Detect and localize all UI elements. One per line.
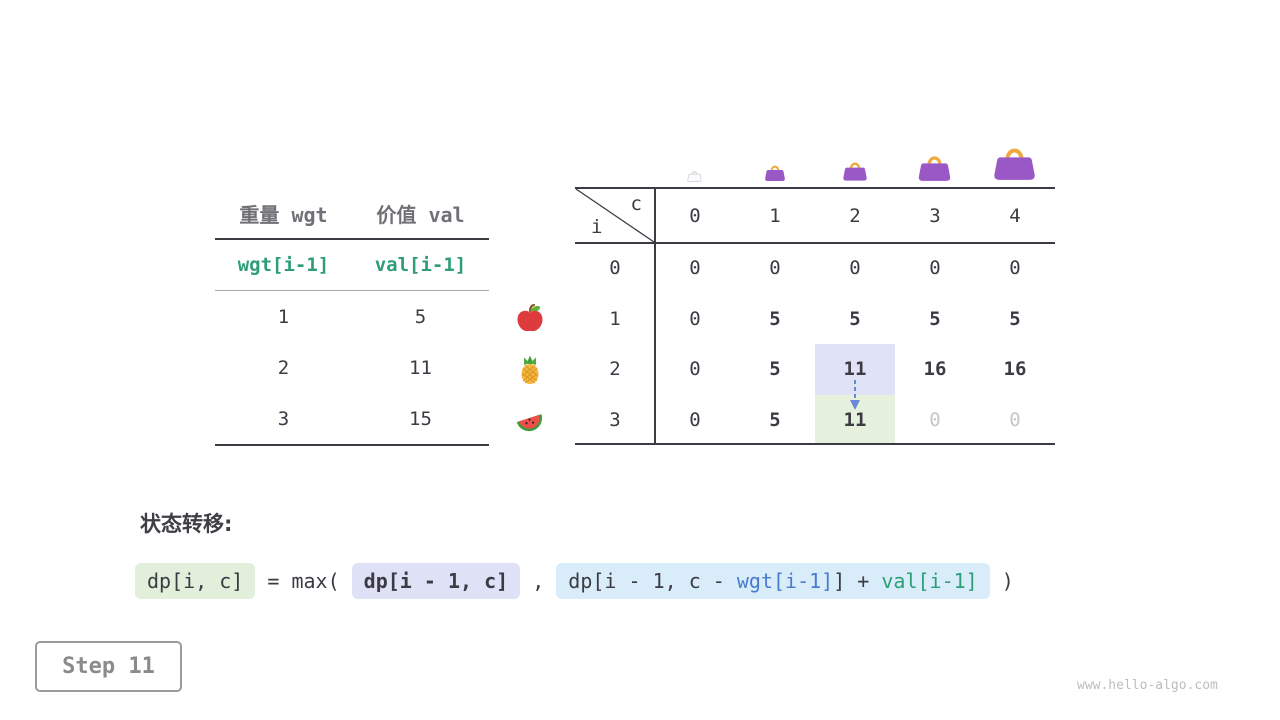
weights-table-header-row: 重量 wgt 价值 val: [215, 188, 489, 238]
row-header-3: 3: [609, 408, 621, 431]
dp-cell-3-3: 0: [929, 408, 941, 431]
formula-keep-option-chip: dp[i - 1, c]: [351, 563, 521, 599]
dp-cell-0-1: 0: [769, 257, 781, 280]
apple-icon: [514, 302, 546, 334]
value-column-header: 价值 val: [376, 202, 465, 227]
dp-table-bottom-border: [575, 443, 1055, 445]
state-transition-label: 状态转移:: [140, 512, 233, 536]
item-row-3: 3 15: [215, 393, 489, 444]
bag-icon-capacity-4: [992, 139, 1037, 182]
col-header-3: 3: [929, 204, 941, 227]
value-subheader: val[i-1]: [374, 254, 467, 276]
col-header-1: 1: [769, 204, 781, 227]
item-1-weight: 1: [277, 305, 290, 328]
weights-values-table: 重量 wgt 价值 val wgt[i-1] val[i-1] 1 5 2 11…: [215, 188, 489, 446]
dp-cell-2-0: 0: [689, 358, 701, 381]
dp-table-top-border: [575, 187, 1055, 189]
dp-cell-3-4: 0: [1009, 408, 1021, 431]
transition-arrow-icon: [850, 380, 860, 410]
dp-cell-2-3: 16: [923, 358, 947, 381]
pineapple-icon: [514, 354, 546, 386]
item-row-1: 1 5: [215, 291, 489, 342]
watermark-url: www.hello-algo.com: [1077, 678, 1218, 693]
formula-close-paren: ): [989, 569, 1014, 593]
row-header-1: 1: [609, 307, 621, 330]
item-variable-label: i: [591, 216, 603, 238]
item-1-value: 5: [414, 305, 427, 328]
dp-table-header-border: [575, 242, 1055, 244]
bag-icon-capacity-2: [842, 157, 868, 182]
dp-cell-2-2-source-highlight: 11: [815, 344, 895, 395]
weight-column-header: 重量 wgt: [239, 202, 328, 227]
item-3-value: 15: [409, 407, 432, 430]
watermelon-icon: [514, 405, 546, 437]
col-header-0: 0: [689, 204, 701, 227]
dp-cell-1-2: 5: [849, 307, 861, 330]
dp-cell-0-2: 0: [849, 257, 861, 280]
dp-row-i1: 1 0 5 5 5 5: [575, 294, 1055, 345]
dp-cell-3-1: 5: [769, 408, 781, 431]
take-val-term: val[i-1]: [881, 569, 978, 593]
formula-take-option-chip: dp[i - 1, c - wgt[i-1]] + val[i-1]: [556, 563, 990, 599]
dp-cell-2-4: 16: [1003, 358, 1027, 381]
dp-cell-0-3: 0: [929, 257, 941, 280]
bag-icon-capacity-1: [764, 161, 786, 182]
capacity-bags-row: [575, 126, 1055, 186]
capacity-variable-label: c: [630, 193, 642, 215]
dp-cell-2-1: 5: [769, 358, 781, 381]
dp-row-i3: 3 0 5 11 0 0: [575, 394, 1055, 445]
table-divider: [215, 444, 489, 446]
dp-table-vertical-border: [654, 188, 656, 445]
formula-lhs-chip: dp[i, c]: [135, 563, 256, 599]
formula-comma: ,: [520, 569, 557, 593]
dp-cell-1-0: 0: [689, 307, 701, 330]
formula-equals-max: = max(: [255, 569, 352, 593]
state-transition-formula: dp[i, c] = max( dp[i - 1, c] , dp[i - 1,…: [135, 558, 1014, 604]
dp-corner-cell: c i: [575, 188, 655, 243]
dp-cell-3-0: 0: [689, 408, 701, 431]
take-wgt-term: wgt[i-1]: [736, 569, 834, 593]
weights-table-subheader-row: wgt[i-1] val[i-1]: [215, 240, 489, 290]
row-header-0: 0: [609, 257, 621, 280]
col-header-4: 4: [1009, 204, 1021, 227]
corner-diagonal-line: [575, 188, 655, 243]
item-row-2: 2 11: [215, 342, 489, 393]
dp-cell-1-3: 5: [929, 307, 941, 330]
dp-header-row: c i 0 1 2 3 4: [575, 188, 1055, 243]
dp-row-i2: 2 0 5 11 16 16: [575, 344, 1055, 395]
dp-row-i0: 0 0 0 0 0 0: [575, 243, 1055, 294]
step-indicator: Step 11: [35, 641, 182, 692]
item-2-weight: 2: [277, 356, 290, 379]
col-header-2: 2: [849, 204, 861, 227]
bag-icon-capacity-0: [687, 168, 702, 182]
take-mid: ] +: [833, 569, 882, 593]
row-header-2: 2: [609, 358, 621, 381]
dp-cell-0-4: 0: [1009, 257, 1021, 280]
item-3-weight: 3: [277, 407, 290, 430]
dp-cell-0-0: 0: [689, 257, 701, 280]
dp-cell-1-1: 5: [769, 307, 781, 330]
bag-icon-capacity-3: [917, 149, 952, 182]
item-2-value: 11: [409, 356, 432, 379]
table-divider: [215, 238, 489, 240]
dp-table: c i 0 1 2 3 4 0 0 0 0 0 0 1 0 5: [575, 187, 1055, 445]
take-prefix: dp[i - 1, c -: [568, 569, 737, 593]
dp-cell-1-4: 5: [1009, 307, 1021, 330]
table-divider: [215, 290, 489, 291]
weight-subheader: wgt[i-1]: [237, 254, 330, 276]
